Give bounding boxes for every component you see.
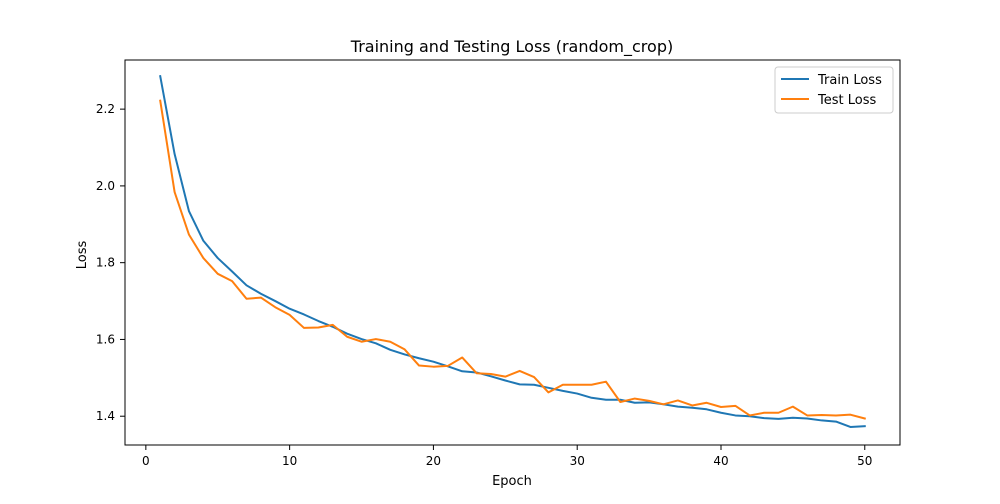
y-tick-label: 1.8 [96, 256, 115, 270]
x-tick-label: 20 [426, 454, 441, 468]
x-tick-label: 40 [713, 454, 728, 468]
test-loss-line [159, 99, 866, 420]
chart-title: Training and Testing Loss (random_crop) [350, 37, 673, 57]
y-tick-label: 2.2 [96, 102, 115, 116]
train-loss-line [159, 74, 866, 428]
y-axis-ticks: 1.4 1.6 1.8 2.0 2.2 [96, 102, 125, 423]
y-tick-label: 2.0 [96, 179, 115, 193]
legend-test-label: Test Loss [817, 93, 876, 108]
plot-area: 0 10 20 30 40 50 1.4 1.6 1.8 2.0 2.2 [96, 59, 901, 468]
x-tick-label: 0 [142, 454, 150, 468]
y-axis-label: Loss [75, 241, 90, 270]
x-tick-label: 50 [857, 454, 872, 468]
series-lines [159, 74, 866, 428]
x-axis-label: Epoch [492, 474, 532, 489]
x-tick-label: 30 [570, 454, 585, 468]
legend-train-label: Train Loss [817, 73, 882, 88]
x-tick-label: 10 [282, 454, 297, 468]
x-axis-ticks: 0 10 20 30 40 50 [142, 445, 872, 468]
y-tick-label: 1.4 [96, 409, 115, 423]
y-tick-label: 1.6 [96, 332, 115, 346]
legend: Train Loss Test Loss [774, 66, 894, 114]
plot-frame [124, 59, 901, 446]
